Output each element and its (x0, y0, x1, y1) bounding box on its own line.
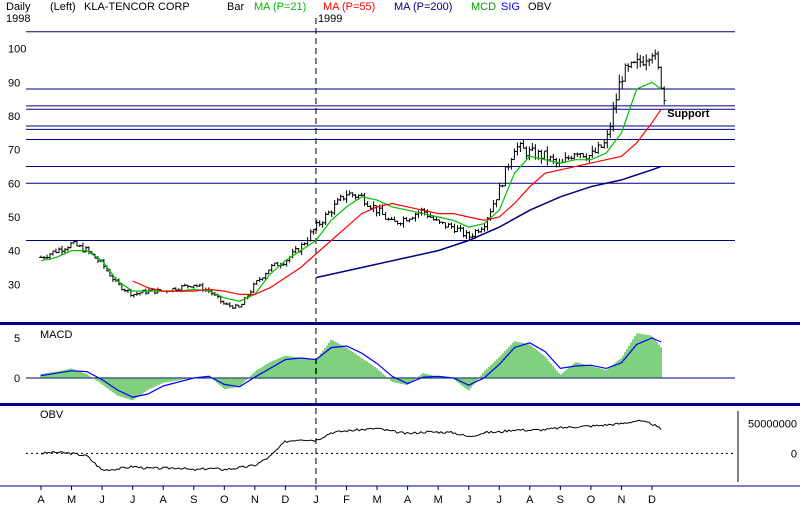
mcd-legend: MCD (471, 1, 496, 13)
month-label: D (648, 494, 656, 506)
support-annotation: Support (667, 108, 709, 120)
ma200-legend: MA (P=200) (394, 1, 452, 13)
macd-tick-label: 5 (14, 333, 20, 345)
symbol-title: KLA-TENCOR CORP (84, 1, 190, 13)
macd-panel-title: MACD (40, 329, 72, 341)
obv-line (40, 419, 662, 472)
year-label: 1998 (6, 13, 30, 25)
month-label: M (67, 494, 76, 506)
price-tick-label: 40 (8, 246, 20, 258)
obv-tick-label: 50000000 (748, 419, 797, 431)
sig-legend: SIG (501, 1, 520, 13)
grid-layer (26, 18, 739, 486)
month-label: J (99, 494, 105, 506)
price-tick-label: 90 (8, 77, 20, 89)
month-label: J (466, 494, 472, 506)
period-label: Daily (6, 1, 31, 13)
month-label: O (220, 494, 229, 506)
macd-signal-line (40, 337, 662, 398)
obv-tick-label: 0 (791, 448, 797, 460)
ma55-legend: MA (P=55) (323, 1, 375, 13)
price-layer: Support (39, 49, 710, 310)
month-label: J (130, 494, 136, 506)
month-label: N (617, 494, 625, 506)
obv-layer (40, 419, 662, 472)
month-label: F (343, 494, 350, 506)
price-tick-label: 30 (8, 279, 20, 291)
month-label: A (160, 494, 168, 506)
price-tick-label: 100 (8, 44, 26, 56)
month-label: S (557, 494, 564, 506)
month-label: N (251, 494, 259, 506)
obv-legend: OBV (528, 1, 552, 13)
month-label: A (526, 494, 534, 506)
month-label: D (281, 494, 289, 506)
month-label: M (372, 494, 381, 506)
macd-tick-label: 0 (14, 373, 20, 385)
ma200-line (315, 165, 662, 279)
bar-legend: Bar (227, 1, 244, 13)
month-label: J (497, 494, 503, 506)
obv-panel-top-border (0, 403, 800, 406)
price-tick-label: 80 (8, 111, 20, 123)
axis-side-label: (Left) (50, 1, 76, 13)
ma21-line (40, 81, 662, 302)
month-label: O (587, 494, 596, 506)
macd-layer (40, 333, 662, 401)
price-tick-label: 50 (8, 212, 20, 224)
ma55-line (132, 108, 662, 295)
macd-panel-top-border (0, 322, 800, 325)
ma21-legend: MA (P=21) (254, 1, 306, 13)
price-tick-label: 70 (8, 145, 20, 157)
month-label: M (434, 494, 443, 506)
obv-panel-title: OBV (40, 409, 64, 421)
price-tick-label: 60 (8, 178, 20, 190)
year-label: 1999 (318, 13, 342, 25)
month-label: S (190, 494, 197, 506)
month-label: J (313, 494, 319, 506)
month-label: A (404, 494, 412, 506)
month-label: A (37, 494, 45, 506)
